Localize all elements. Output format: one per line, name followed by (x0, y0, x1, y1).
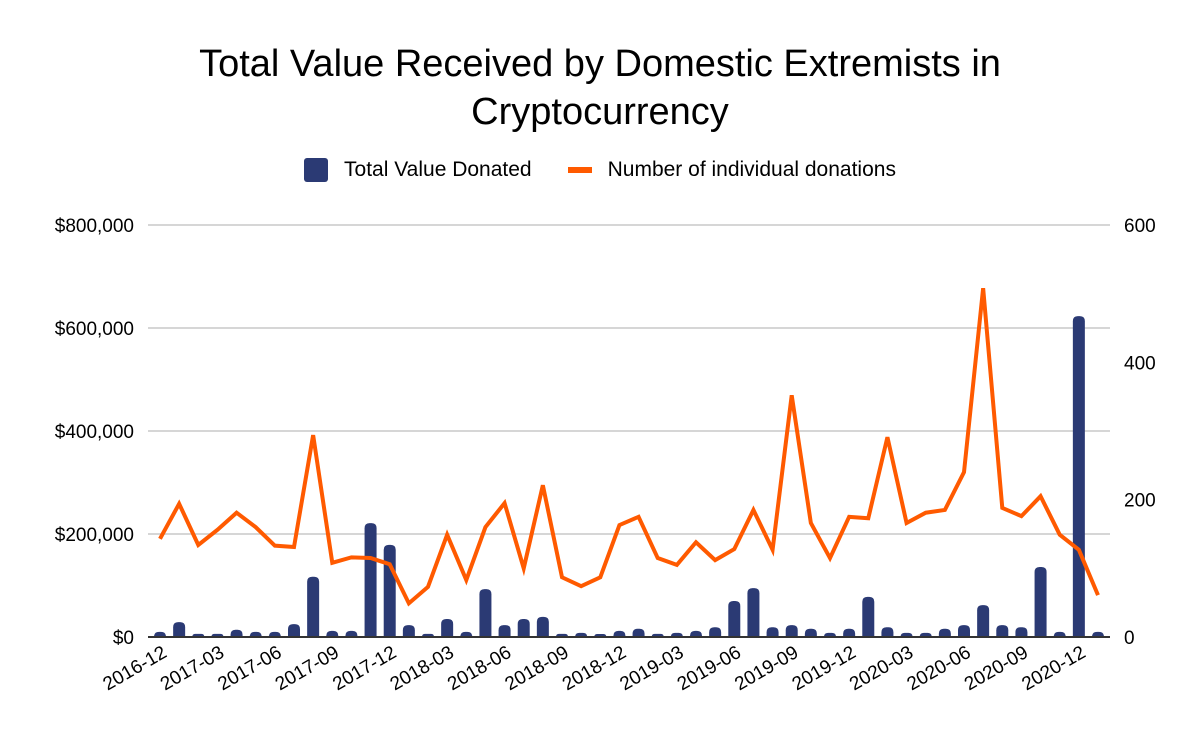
bar[interactable] (938, 628, 951, 637)
bar[interactable] (1072, 316, 1085, 637)
legend: Total Value Donated Number of individual… (0, 158, 1200, 182)
gridlines (148, 224, 1110, 535)
x-tick-label: 2017-03 (157, 642, 228, 695)
bar[interactable] (326, 630, 339, 637)
bar[interactable] (881, 627, 894, 637)
bar[interactable] (632, 628, 645, 637)
bar[interactable] (1053, 631, 1066, 637)
x-tick-label: 2019-03 (616, 642, 687, 695)
x-tick-label: 2016-12 (100, 642, 171, 695)
bar[interactable] (670, 632, 683, 637)
bar[interactable] (383, 544, 396, 637)
y-left-tick-label: $200,000 (55, 525, 134, 546)
y-right-tick-label: 200 (1124, 491, 1156, 512)
legend-item-donations[interactable]: Number of individual donations (567, 158, 896, 182)
bar[interactable] (862, 596, 875, 637)
bar[interactable] (230, 629, 243, 637)
bar[interactable] (288, 624, 300, 637)
y-left-tick-label: $0 (113, 628, 134, 649)
bar[interactable] (249, 631, 262, 637)
bar[interactable] (173, 622, 186, 637)
x-axis-ticks: 2016-122017-032017-062017-092017-122018-… (100, 642, 1090, 695)
legend-swatch-bar (304, 158, 329, 182)
x-tick-label: 2020-12 (1018, 642, 1089, 695)
bar[interactable] (919, 632, 932, 637)
bar[interactable] (479, 589, 492, 637)
bar[interactable] (498, 625, 511, 637)
bar[interactable] (766, 627, 779, 637)
bar[interactable] (402, 625, 415, 637)
line-points (159, 288, 1099, 604)
y-right-tick-label: 0 (1124, 628, 1135, 649)
bar[interactable] (804, 628, 817, 637)
chart-title-line-1: Total Value Received by Domestic Extremi… (199, 43, 1001, 85)
bar[interactable] (307, 576, 320, 637)
y-axis-left: $0 $200,000 $400,000 $600,000 $800,000 (55, 216, 134, 649)
legend-label-donations: Number of individual donations (607, 158, 896, 181)
x-tick-label: 2017-12 (329, 642, 400, 695)
y-left-tick-label: $600,000 (55, 319, 134, 340)
legend-swatch-line (567, 167, 592, 173)
line-series-donations (158, 287, 1100, 607)
chart-title-line-2: Cryptocurrency (471, 91, 729, 133)
bar[interactable] (958, 625, 970, 637)
x-tick-label: 2017-09 (272, 642, 343, 695)
legend-item-total-value[interactable]: Total Value Donated (304, 158, 532, 182)
x-tick-label: 2018-06 (444, 642, 515, 695)
bar[interactable] (536, 616, 549, 637)
bar[interactable] (345, 630, 358, 637)
bar[interactable] (1092, 631, 1104, 637)
x-tick-label: 2019-06 (674, 642, 745, 695)
bar[interactable] (785, 625, 798, 637)
bar[interactable] (977, 605, 990, 637)
x-tick-label: 2019-12 (789, 642, 860, 695)
legend-label-total-value: Total Value Donated (344, 158, 532, 181)
x-tick-label: 2018-09 (502, 642, 573, 695)
bar[interactable] (996, 625, 1009, 637)
bar[interactable] (709, 627, 722, 637)
bar[interactable] (517, 618, 530, 637)
bar[interactable] (1034, 566, 1047, 637)
bar[interactable] (613, 630, 626, 637)
bar[interactable] (843, 628, 856, 637)
x-tick-label: 2020-06 (904, 642, 975, 695)
y-left-tick-label: $800,000 (55, 216, 134, 237)
x-tick-label: 2017-06 (214, 642, 285, 695)
x-tick-label: 2018-03 (387, 642, 458, 695)
chart-title: Total Value Received by Domestic Extremi… (0, 40, 1200, 136)
bar[interactable] (747, 588, 760, 637)
y-right-tick-label: 600 (1124, 216, 1156, 237)
bar[interactable] (268, 631, 281, 637)
y-right-tick-label: 400 (1124, 353, 1156, 374)
bar[interactable] (690, 630, 702, 637)
bar[interactable] (1015, 627, 1028, 637)
bar[interactable] (728, 600, 741, 637)
bar[interactable] (900, 632, 913, 637)
bar[interactable] (364, 523, 377, 637)
x-tick-label: 2020-09 (961, 642, 1032, 695)
x-tick-label: 2019-09 (731, 642, 802, 695)
bar[interactable] (460, 631, 473, 637)
bar[interactable] (154, 631, 166, 637)
y-left-tick-label: $400,000 (55, 422, 134, 443)
bar[interactable] (824, 632, 836, 637)
y-axis-right: 0 200 400 600 (1124, 216, 1156, 649)
x-tick-label: 2020-03 (846, 642, 917, 695)
bar[interactable] (575, 632, 588, 637)
x-tick-label: 2018-12 (559, 642, 630, 695)
bar[interactable] (441, 618, 454, 637)
